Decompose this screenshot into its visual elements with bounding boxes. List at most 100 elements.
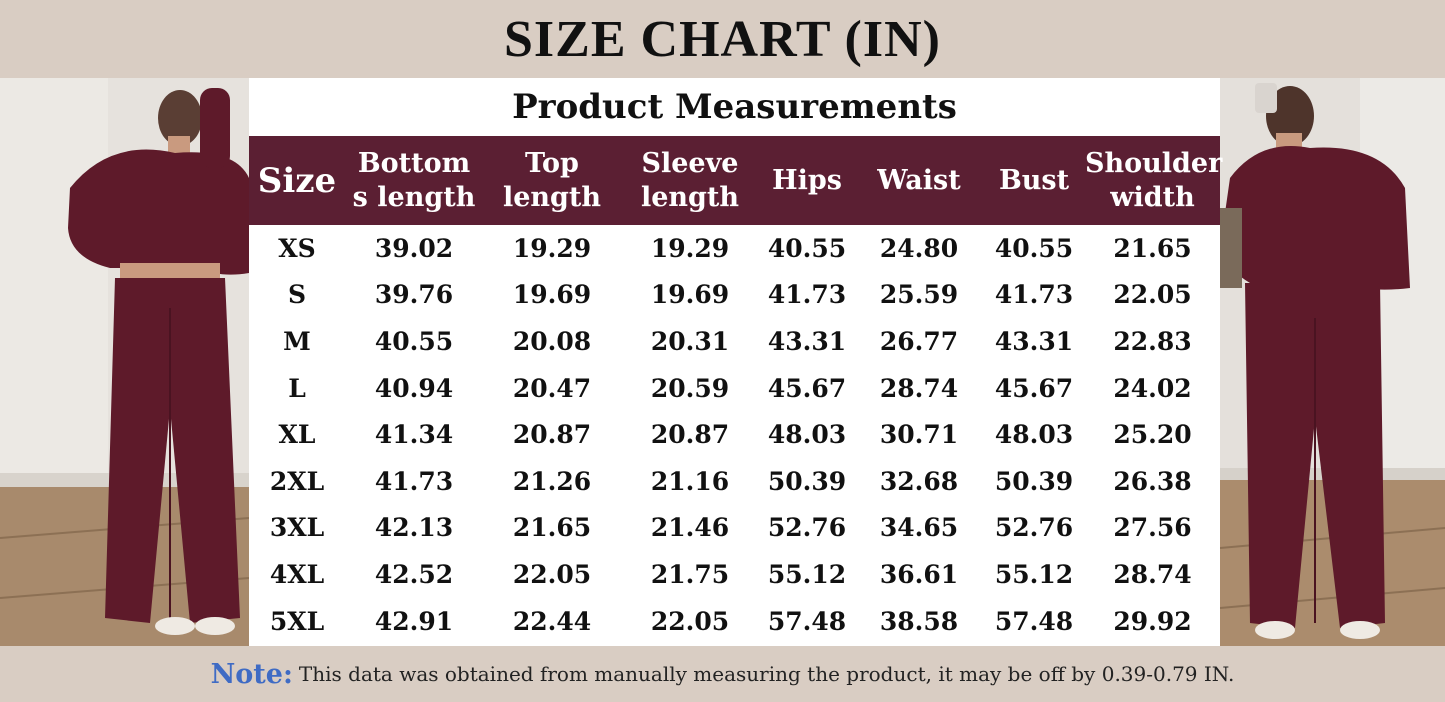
measurement-cell: 26.38: [1113, 466, 1192, 496]
measurement-cell: 20.87: [650, 420, 730, 450]
column-header: Size: [257, 160, 337, 201]
measurement-cell: 21.26: [512, 466, 592, 496]
measurement-cell: 43.31: [767, 326, 847, 356]
measurement-cell: 43.31: [994, 326, 1074, 356]
column-header: Top length: [502, 147, 602, 213]
size-cell: XL: [278, 420, 316, 450]
measurement-cell: 20.87: [512, 420, 592, 450]
size-cell: 3XL: [269, 513, 325, 543]
measurement-cell: 28.74: [1113, 559, 1192, 589]
measurement-cell: 22.44: [512, 606, 592, 636]
measurement-cell: 55.12: [767, 559, 847, 589]
measurement-cell: 20.31: [650, 326, 730, 356]
measurement-cell: 32.68: [879, 466, 959, 496]
table-row: L 40.94 20.47 20.59 45.67 28.74 45.67 24.02: [249, 365, 1220, 412]
size-cell: XS: [278, 233, 316, 263]
title-band: SIZE CHART (IN): [0, 0, 1445, 78]
size-cell: 2XL: [269, 466, 325, 496]
measurement-cell: 25.59: [879, 280, 959, 310]
measurement-cell: 50.39: [994, 466, 1074, 496]
table-row: 3XL 42.13 21.65 21.46 52.76 34.65 52.76 27.56: [249, 505, 1220, 552]
measurement-cell: 29.92: [1113, 606, 1192, 636]
measurement-cell: 55.12: [994, 559, 1074, 589]
measurement-cell: 34.65: [879, 513, 959, 543]
measurement-cell: 36.61: [879, 559, 959, 589]
measurement-cell: 57.48: [767, 606, 847, 636]
table-body: XS 39.02 19.29 19.29 40.55 24.80 40.55 21.65 S 39…: [249, 225, 1220, 644]
measurement-cell: 28.74: [879, 373, 959, 403]
size-cell: S: [287, 280, 307, 310]
measurement-cell: 19.29: [512, 233, 592, 263]
measurement-cell: 22.05: [650, 606, 730, 636]
measurement-cell: 19.69: [512, 280, 592, 310]
column-header: Sleeve length: [640, 147, 740, 213]
header-row: Size Bottom s length Top length Sleeve leng…: [249, 136, 1223, 225]
measurement-cell: 45.67: [767, 373, 847, 403]
table-row: XS 39.02 19.29 19.29 40.55 24.80 40.55 21.65: [249, 225, 1220, 272]
measurement-cell: 42.91: [374, 606, 454, 636]
model-photo-left: [0, 78, 249, 646]
measurement-cell: 39.02: [374, 233, 454, 263]
measurement-cell: 50.39: [767, 466, 847, 496]
table-row: 2XL 41.73 21.26 21.16 50.39 32.68 50.39 26.38: [249, 458, 1220, 505]
measurement-cell: 22.05: [1113, 280, 1192, 310]
measurement-cell: 40.94: [374, 373, 454, 403]
column-header: Shoulder width: [1085, 147, 1223, 213]
measurement-cell: 42.52: [374, 559, 454, 589]
measurement-cell: 20.08: [512, 326, 592, 356]
measurement-cell: 20.59: [650, 373, 730, 403]
measurement-cell: 57.48: [994, 606, 1074, 636]
measurement-cell: 38.58: [879, 606, 959, 636]
measurement-cell: 48.03: [994, 420, 1074, 450]
measurement-cell: 20.47: [512, 373, 592, 403]
measurement-cell: 21.75: [650, 559, 730, 589]
column-header: Bottom s length: [352, 147, 476, 213]
note: Note: This data was obtained from manual…: [0, 646, 1445, 702]
measurement-cell: 40.55: [767, 233, 847, 263]
measurement-cell: 22.83: [1113, 326, 1192, 356]
measurement-cell: 48.03: [767, 420, 847, 450]
measurement-cell: 21.65: [512, 513, 592, 543]
table-row: XL 41.34 20.87 20.87 48.03 30.71 48.03 25.20: [249, 411, 1220, 458]
size-table: Size Bottom s length Top length Sleeve leng…: [249, 136, 1223, 644]
measurement-cell: 22.05: [512, 559, 592, 589]
table-row: 5XL 42.91 22.44 22.05 57.48 38.58 57.48 29.92: [249, 598, 1220, 645]
table-header: Size Bottom s length Top length Sleeve leng…: [249, 136, 1223, 225]
measurement-cell: 26.77: [879, 326, 959, 356]
size-cell: 4XL: [269, 559, 325, 589]
measurement-cell: 21.65: [1113, 233, 1192, 263]
measurement-cell: 24.80: [879, 233, 959, 263]
measurement-cell: 40.55: [994, 233, 1074, 263]
model-photo-right: [1220, 78, 1445, 646]
measurement-cell: 24.02: [1113, 373, 1192, 403]
note-text: This data was obtained from manually mea…: [298, 662, 1235, 686]
measurement-cell: 25.20: [1113, 420, 1192, 450]
measurement-cell: 30.71: [879, 420, 959, 450]
measurement-cell: 41.73: [994, 280, 1074, 310]
measurement-cell: 41.73: [767, 280, 847, 310]
column-header: Hips: [772, 164, 842, 196]
measurement-cell: 52.76: [767, 513, 847, 543]
measurement-cell: 52.76: [994, 513, 1074, 543]
column-header: Waist: [877, 164, 961, 196]
measurement-cell: 21.46: [650, 513, 730, 543]
measurement-cell: 21.16: [650, 466, 730, 496]
measurement-cell: 41.34: [374, 420, 454, 450]
table-row: M 40.55 20.08 20.31 43.31 26.77 43.31 22.83: [249, 318, 1220, 365]
measurement-cell: 27.56: [1113, 513, 1192, 543]
measurement-cell: 19.29: [650, 233, 730, 263]
size-cell: L: [288, 373, 306, 403]
measurement-cell: 45.67: [994, 373, 1074, 403]
column-header: Bust: [998, 164, 1070, 196]
measurement-cell: 41.73: [374, 466, 454, 496]
note-label: Note:: [210, 658, 293, 690]
size-cell: M: [283, 326, 311, 356]
page-title: SIZE CHART (IN): [504, 10, 941, 68]
measurement-cell: 42.13: [374, 513, 454, 543]
table-row: S 39.76 19.69 19.69 41.73 25.59 41.73 22.05: [249, 272, 1220, 319]
measurement-cell: 40.55: [374, 326, 454, 356]
size-cell: 5XL: [269, 606, 325, 636]
size-chart-panel: Product Measurements Size Bottom s length…: [249, 78, 1223, 646]
measurement-cell: 19.69: [650, 280, 730, 310]
measurement-cell: 39.76: [374, 280, 454, 310]
